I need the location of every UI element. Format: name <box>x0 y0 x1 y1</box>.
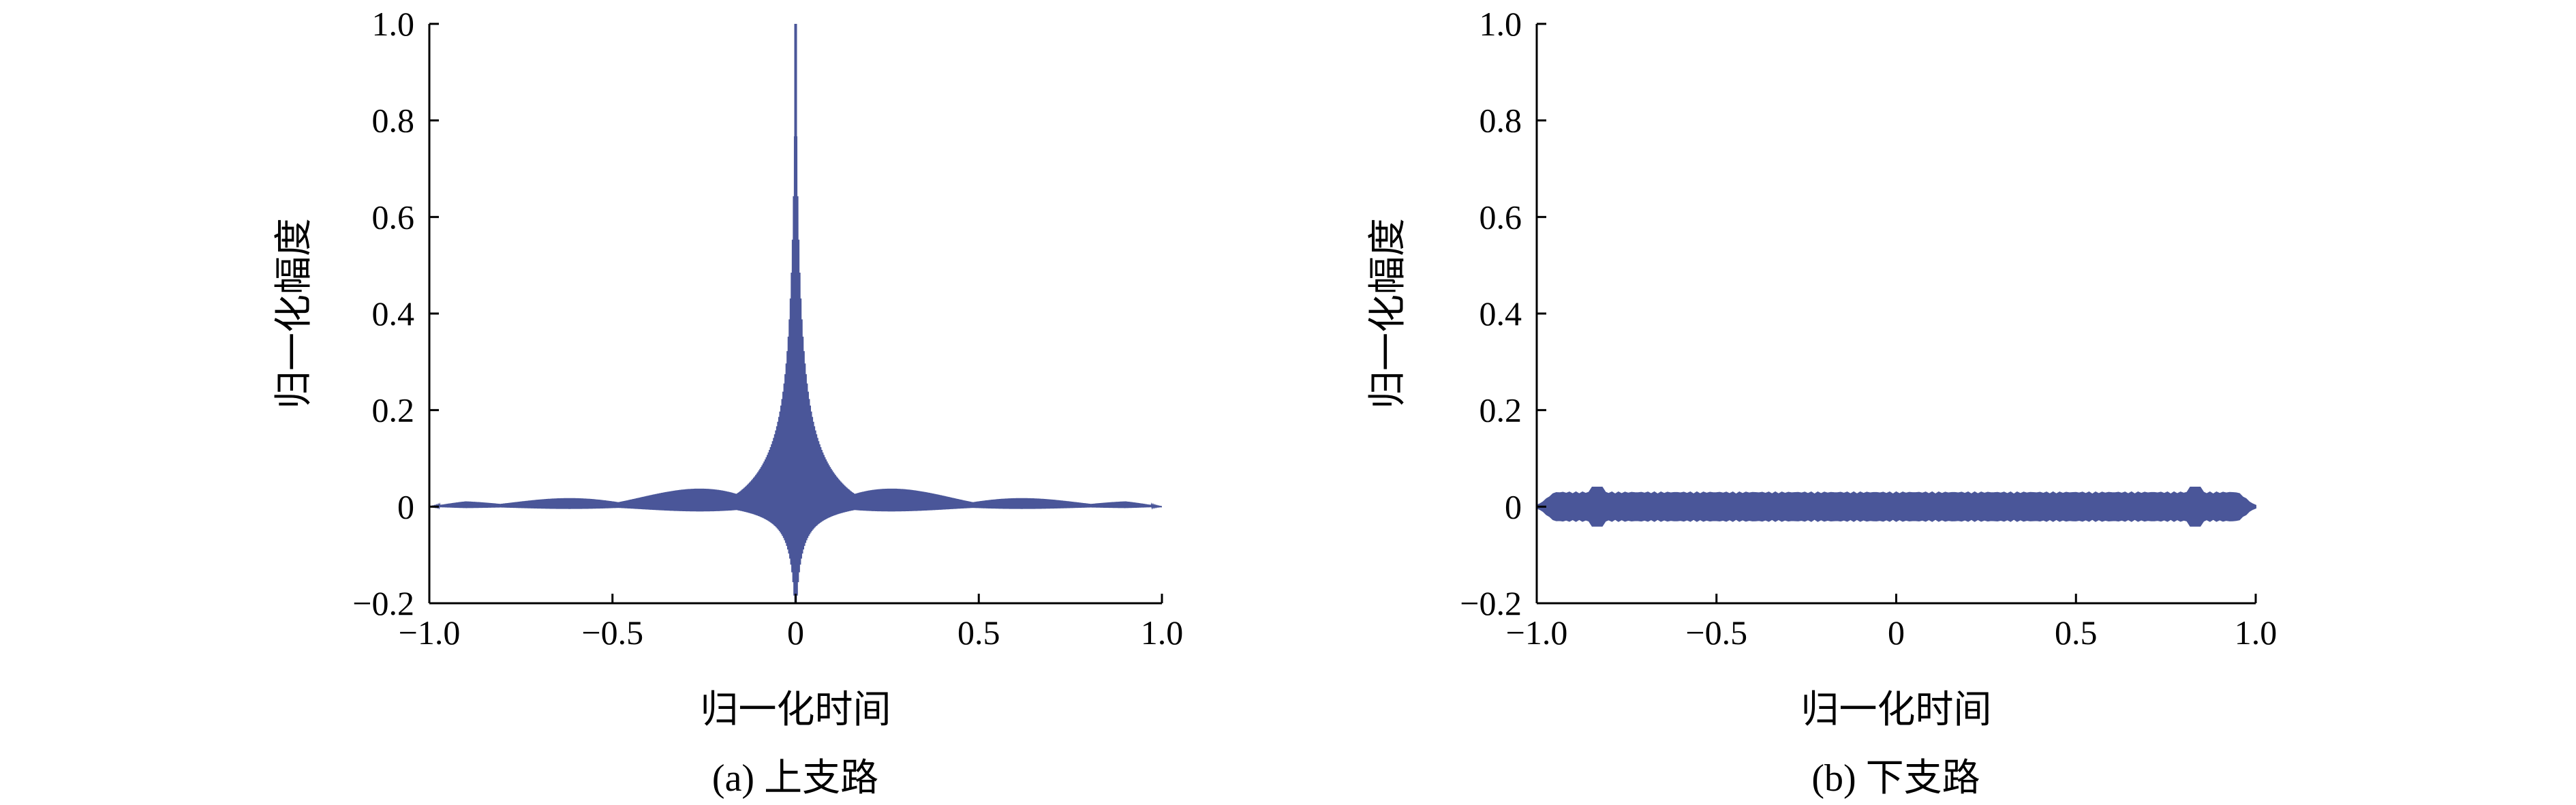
x-tick-label: 1.0 <box>2235 613 2278 652</box>
panel-b-plot-area: −0.2 0 0.2 0.4 0.6 0.8 1.0 −1.0 −0.5 0 0.5 1.0 <box>1460 5 2277 652</box>
y-tick-label: 1.0 <box>372 5 415 43</box>
x-tick-label: 0 <box>1888 613 1905 652</box>
x-tick-label: −0.5 <box>581 613 643 652</box>
x-tick-label: −1.0 <box>399 613 461 652</box>
y-tick-label: 0.2 <box>372 391 415 429</box>
y-tick-label: 0.4 <box>1479 294 1522 333</box>
y-tick-label: −0.2 <box>1460 584 1522 622</box>
panel-a-caption: (a) 上支路 <box>712 757 878 800</box>
panel-a-plot-area: −0.2 0 0.2 0.4 0.6 0.8 1.0 −1.0 −0.5 0 0.5 1.0 <box>352 5 1183 652</box>
panel-b-lower-branch: −0.2 0 0.2 0.4 0.6 0.8 1.0 −1.0 −0.5 0 0.5 1.0 归一化幅… <box>1367 5 2277 800</box>
y-tick-label: 0.6 <box>1479 198 1522 236</box>
panel-a-upper-branch: −0.2 0 0.2 0.4 0.6 0.8 1.0 −1.0 −0.5 0 0.5 1.0 归一化幅… <box>273 5 1183 800</box>
panel-b-ylabel: 归一化幅度 <box>1367 218 1409 409</box>
y-tick-label: 0.6 <box>372 198 415 236</box>
x-tick-label: 1.0 <box>1141 613 1184 652</box>
x-tick-label: −0.5 <box>1685 613 1747 652</box>
x-tick-label: 0 <box>787 613 804 652</box>
y-tick-label: 0.2 <box>1479 391 1522 429</box>
panel-b-caption: (b) 下支路 <box>1811 757 1980 800</box>
y-tick-label: 1.0 <box>1479 5 1522 43</box>
y-tick-label: 0 <box>397 487 414 526</box>
x-tick-label: 0.5 <box>2055 613 2098 652</box>
x-tick-label: 0.5 <box>957 613 1000 652</box>
x-tick-label: −1.0 <box>1506 613 1568 652</box>
panel-b-signal-band <box>1536 487 2256 527</box>
y-tick-label: −0.2 <box>352 584 414 622</box>
panel-b-xlabel: 归一化时间 <box>1801 689 1992 731</box>
y-tick-label: 0.4 <box>372 294 415 333</box>
panel-a-ylabel: 归一化幅度 <box>273 218 316 409</box>
y-tick-label: 0.8 <box>372 102 415 140</box>
y-tick-label: 0.8 <box>1479 102 1522 140</box>
y-tick-label: 0 <box>1505 487 1522 526</box>
panel-a-xlabel: 归一化时间 <box>701 689 891 731</box>
